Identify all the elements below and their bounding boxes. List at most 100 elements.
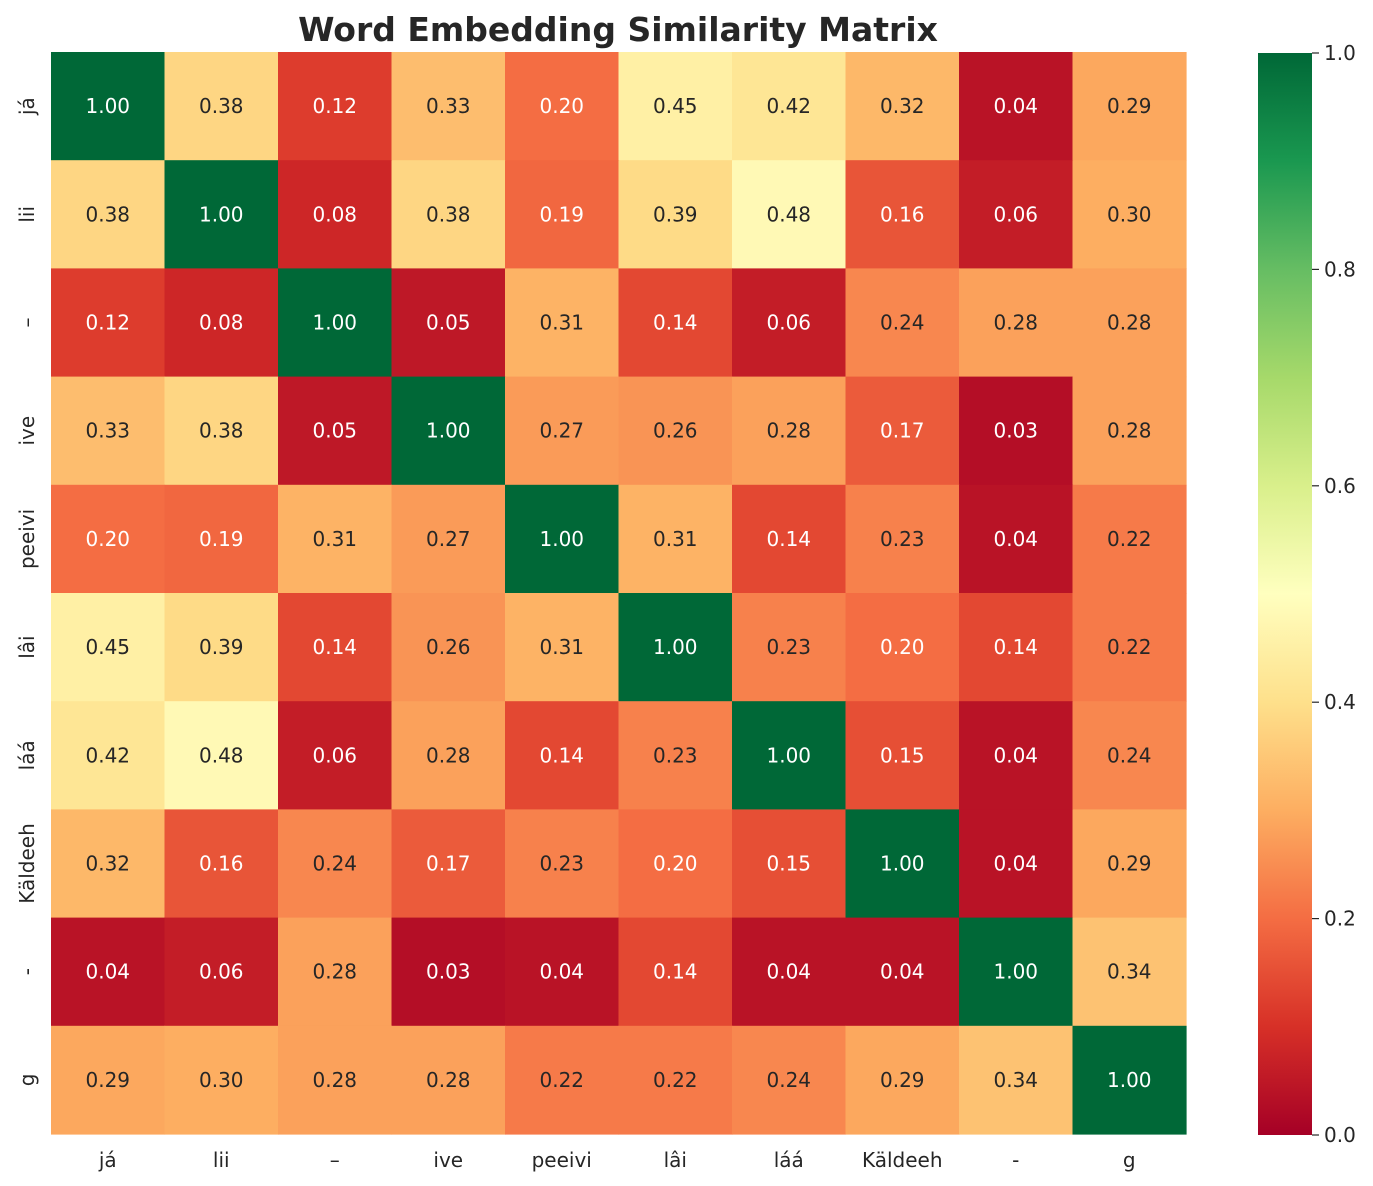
cell-value-label-r0-c2: 0.12 xyxy=(312,94,357,118)
colorbar-tick-label-5: 1.0 xyxy=(1324,41,1356,65)
heatmap-cell-r4-c8 xyxy=(959,484,1074,594)
heatmap-cell-r0-c0 xyxy=(51,52,166,161)
heatmap-cell-r6-c8 xyxy=(959,701,1074,810)
heatmap-cell-r4-c6 xyxy=(732,484,847,594)
heatmap-cell-r2-c1 xyxy=(164,268,279,378)
cell-value-label-r7-c7: 1.00 xyxy=(880,852,925,876)
cell-value-label-r0-c8: 0.04 xyxy=(993,94,1038,118)
cell-value-label-r6-c4: 0.14 xyxy=(539,743,584,767)
heatmap-cell-r6-c1 xyxy=(164,701,279,810)
x-axis: já lii – ive peeivi lâi láá Käldeeh - g xyxy=(98,1148,1136,1172)
cell-value-label-r6-c7: 0.15 xyxy=(880,743,925,767)
cell-value-label-r5-c2: 0.14 xyxy=(312,635,357,659)
cell-value-label-r7-c0: 0.32 xyxy=(85,852,130,876)
heatmap-cell-r1-c0 xyxy=(51,160,166,269)
heatmap-cell-r4-c7 xyxy=(845,484,960,594)
cell-value-label-r3-c3: 1.00 xyxy=(426,419,471,443)
x-tick-label-4: peeivi xyxy=(532,1148,592,1172)
cell-value-label-r5-c7: 0.20 xyxy=(880,635,925,659)
heatmap-cell-r8-c5 xyxy=(618,917,733,1027)
heatmap-cell-r7-c6 xyxy=(732,809,847,919)
cell-value-label-r4-c3: 0.27 xyxy=(426,527,471,551)
cell-value-label-r8-c0: 0.04 xyxy=(85,960,130,984)
cell-value-label-r1-c8: 0.06 xyxy=(993,202,1038,226)
heatmap-cell-r9-c6 xyxy=(732,1025,847,1135)
cell-value-label-r6-c0: 0.42 xyxy=(85,743,130,767)
cell-value-label-r8-c4: 0.04 xyxy=(539,960,584,984)
cell-value-label-r5-c8: 0.14 xyxy=(993,635,1038,659)
heatmap-cell-r9-c4 xyxy=(505,1025,620,1135)
cell-value-label-r9-c3: 0.28 xyxy=(426,1068,471,1092)
y-tick-label-4: peeivi xyxy=(15,509,39,569)
heatmap-cell-r5-c7 xyxy=(845,593,960,702)
heatmap-cell-r3-c5 xyxy=(618,376,733,486)
cell-value-label-r9-c9: 1.00 xyxy=(1107,1068,1152,1092)
cell-value-label-r0-c3: 0.33 xyxy=(426,94,471,118)
cell-value-label-r4-c2: 0.31 xyxy=(312,527,357,551)
heatmap-cell-r0-c8 xyxy=(959,52,1074,161)
cell-value-label-r9-c7: 0.29 xyxy=(880,1068,925,1092)
heatmap-cell-r8-c6 xyxy=(732,917,847,1027)
heatmap-cell-r9-c0 xyxy=(51,1025,166,1135)
cell-value-label-r3-c4: 0.27 xyxy=(539,419,584,443)
heatmap-cell-r7-c4 xyxy=(505,809,620,919)
heatmap-cell-r8-c4 xyxy=(505,917,620,1027)
cell-value-label-r5-c3: 0.26 xyxy=(426,635,471,659)
cell-value-label-r1-c7: 0.16 xyxy=(880,202,925,226)
heatmap-cell-r2-c0 xyxy=(51,268,166,378)
cell-value-label-r4-c1: 0.19 xyxy=(199,527,244,551)
colorbar-axis: 0.0 0.2 0.4 0.6 0.8 1.0 xyxy=(1312,41,1356,1147)
heatmap-cell-r2-c5 xyxy=(618,268,733,378)
heatmap-cell-r7-c7 xyxy=(845,809,960,919)
heatmap-cell-r8-c9 xyxy=(1072,917,1187,1027)
cell-value-label-r6-c8: 0.04 xyxy=(993,743,1038,767)
cell-value-label-r2-c5: 0.14 xyxy=(653,311,698,335)
colorbar-tick-label-1: 0.2 xyxy=(1324,907,1356,931)
heatmap-cell-r7-c0 xyxy=(51,809,166,919)
cell-value-label-r1-c4: 0.19 xyxy=(539,202,584,226)
heatmap-cell-r0-c9 xyxy=(1072,52,1187,161)
heatmap-cell-r5-c1 xyxy=(164,593,279,702)
heatmap-cell-r7-c9 xyxy=(1072,809,1187,919)
cell-value-label-r4-c7: 0.23 xyxy=(880,527,925,551)
cell-value-label-r4-c6: 0.14 xyxy=(766,527,811,551)
y-tick-label-9: g xyxy=(15,1074,39,1087)
cell-value-label-r5-c1: 0.39 xyxy=(199,635,244,659)
y-tick-label-5: lâi xyxy=(15,635,39,658)
heatmap-cell-r5-c5 xyxy=(618,593,733,702)
heatmap-cell-r5-c3 xyxy=(391,593,506,702)
cell-value-label-r0-c5: 0.45 xyxy=(653,94,698,118)
heatmap-cell-r6-c0 xyxy=(51,701,166,810)
heatmap-cell-r8-c3 xyxy=(391,917,506,1027)
cell-value-label-r0-c9: 0.29 xyxy=(1107,94,1152,118)
heatmap-cell-r2-c4 xyxy=(505,268,620,378)
heatmap-cell-r2-c9 xyxy=(1072,268,1187,378)
colorbar-tick-label-0: 0.0 xyxy=(1324,1123,1356,1147)
heatmap-cell-r9-c1 xyxy=(164,1025,279,1135)
x-tick-label-7: Käldeeh xyxy=(862,1148,943,1172)
y-tick-label-0: já xyxy=(15,97,39,116)
heatmap-cell-r9-c2 xyxy=(278,1025,393,1135)
y-tick-label-8: - xyxy=(15,968,39,975)
heatmap-cell-r2-c3 xyxy=(391,268,506,378)
cell-value-label-r1-c2: 0.08 xyxy=(312,202,357,226)
cell-value-label-r6-c6: 1.00 xyxy=(766,743,811,767)
cell-value-label-r8-c6: 0.04 xyxy=(766,960,811,984)
cell-value-label-r0-c4: 0.20 xyxy=(539,94,584,118)
heatmap-cell-r1-c6 xyxy=(732,160,847,269)
cell-value-label-r6-c2: 0.06 xyxy=(312,743,357,767)
heatmap-cell-r6-c4 xyxy=(505,701,620,810)
heatmap-cell-r8-c2 xyxy=(278,917,393,1027)
cell-value-label-r2-c2: 1.00 xyxy=(312,311,357,335)
x-tick-label-0: já xyxy=(98,1148,117,1172)
cell-value-label-r2-c8: 0.28 xyxy=(993,311,1038,335)
heatmap-cell-r0-c4 xyxy=(505,52,620,161)
heatmap-cell-r7-c3 xyxy=(391,809,506,919)
heatmap-cell-r1-c9 xyxy=(1072,160,1187,269)
heatmap-cell-r3-c1 xyxy=(164,376,279,486)
cell-value-label-r1-c3: 0.38 xyxy=(426,202,471,226)
heatmap-cell-r3-c7 xyxy=(845,376,960,486)
heatmap-cell-r3-c8 xyxy=(959,376,1074,486)
chart-title: Word Embedding Similarity Matrix xyxy=(298,10,938,49)
